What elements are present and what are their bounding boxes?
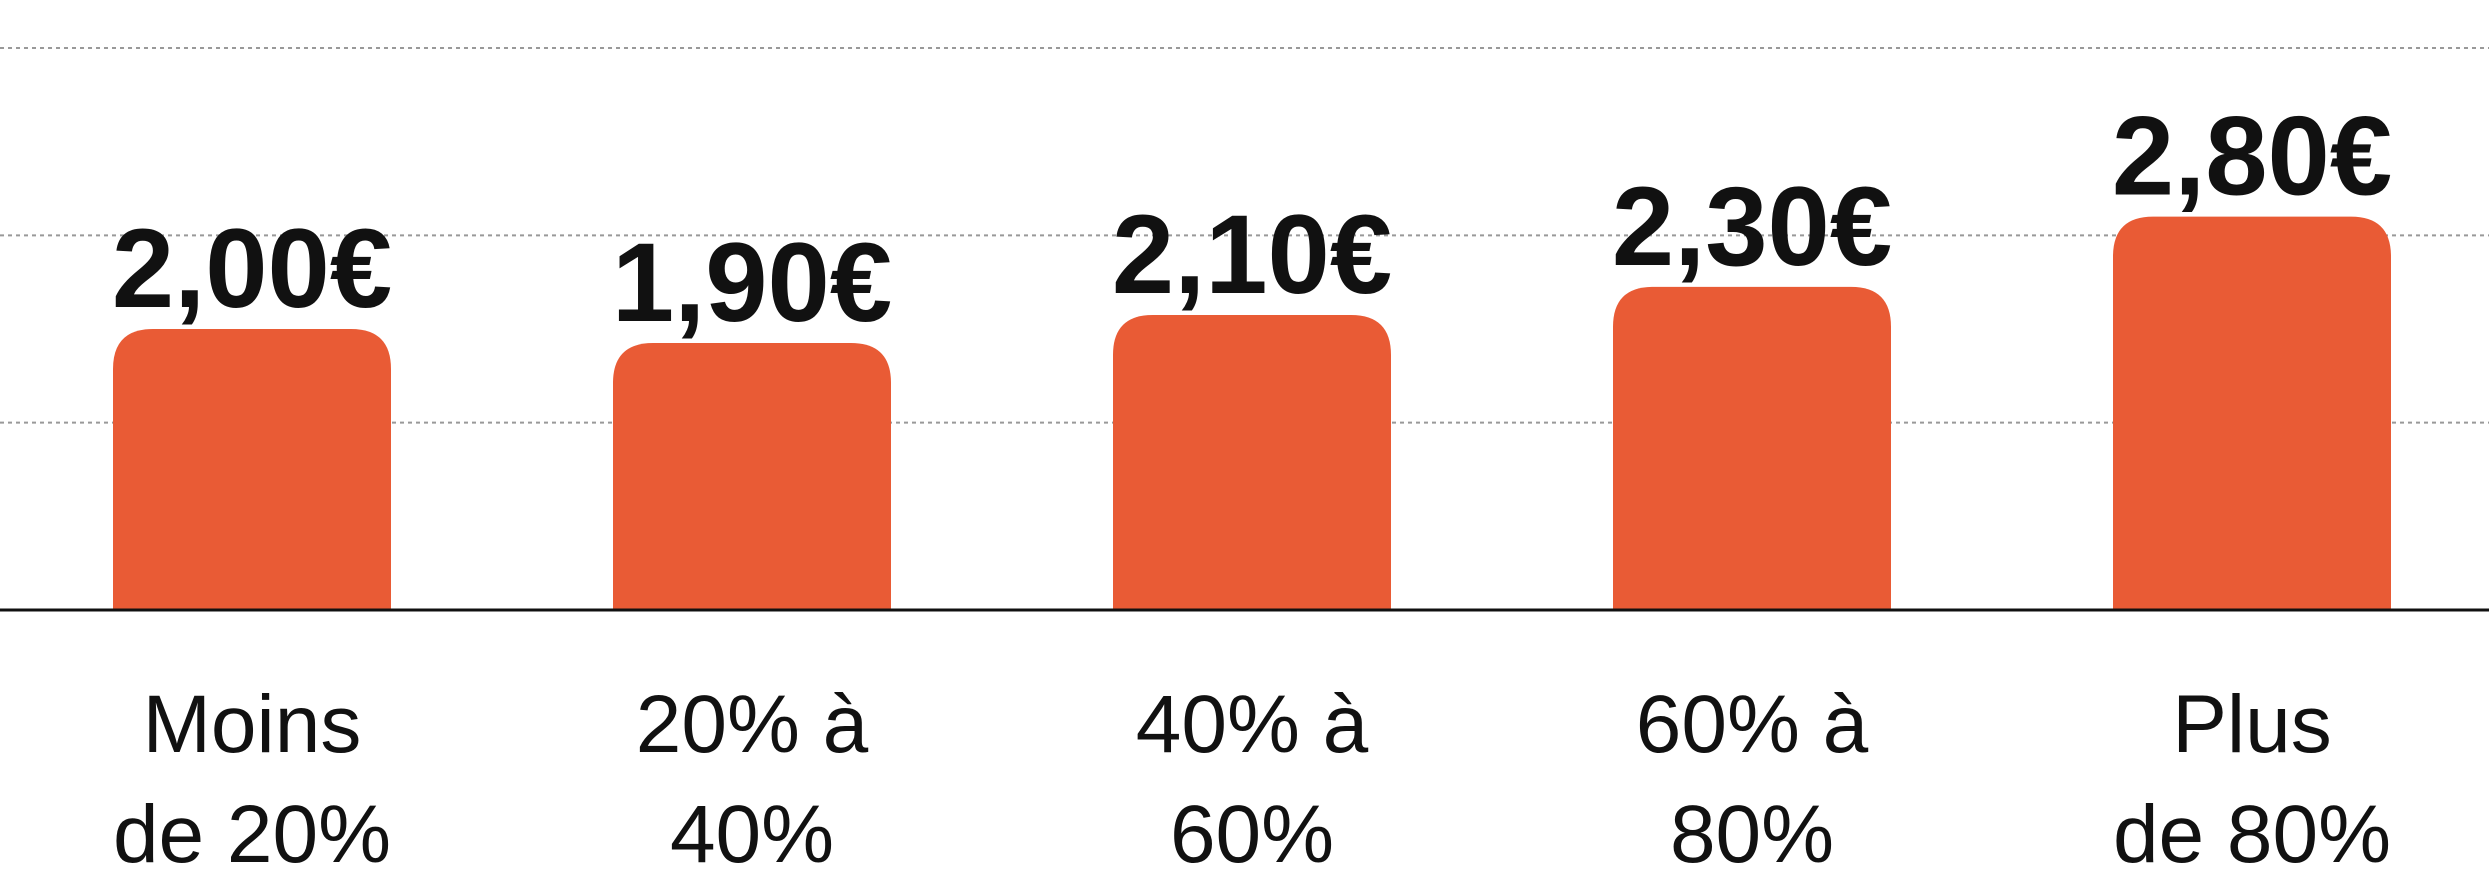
bar (1613, 286, 1891, 610)
value-label: 1,90€ (612, 220, 892, 345)
value-label: 2,00€ (112, 206, 392, 331)
value-label: 2,30€ (1612, 164, 1892, 289)
x-tick-label: Plus de 80% (2112, 679, 2392, 880)
value-label: 2,10€ (1112, 192, 1392, 317)
x-tick-label: 60% à 80% (1635, 679, 1869, 880)
bar (1113, 314, 1391, 610)
x-tick-label: 40% à 60% (1135, 679, 1369, 880)
x-tick-label: Moins de 20% (112, 679, 392, 880)
x-tick-label: 20% à 40% (635, 679, 869, 880)
bar (613, 343, 891, 610)
bar (113, 329, 391, 610)
value-label: 2,80€ (2112, 94, 2392, 219)
chart: 2,00€ 1,90€ 2,10€ 2,30€ 2,80€ (0, 47, 2489, 612)
page: {"chart_data": {"type": "bar", "categori… (0, 47, 2489, 880)
bar (2113, 216, 2391, 610)
